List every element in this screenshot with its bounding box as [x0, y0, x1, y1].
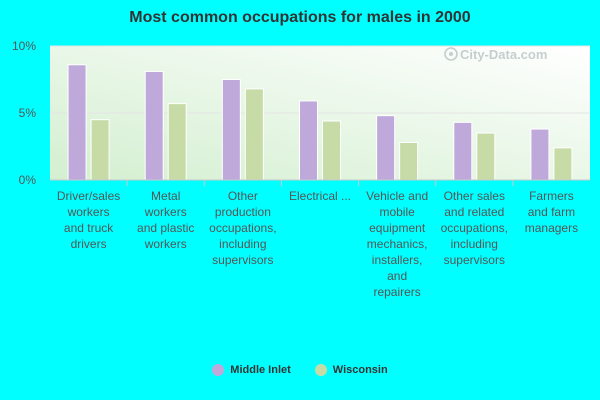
y-tick-label: 10%: [12, 39, 36, 53]
bar-wisconsin: [399, 141, 419, 181]
x-tick-label: Other production occupations, including supe…: [209, 189, 276, 267]
x-tick-label: Driver/sales workers and truck drivers: [57, 189, 120, 251]
bar-middle-inlet: [453, 121, 473, 181]
legend-item: Wisconsin: [314, 364, 388, 376]
bar-middle-inlet: [376, 115, 396, 181]
bar-middle-inlet: [67, 64, 87, 181]
x-tick-label: Electrical ...: [289, 189, 351, 203]
bar-middle-inlet: [299, 100, 318, 181]
bar-wisconsin: [476, 132, 496, 181]
x-tick-label: Metal workers and plastic workers: [137, 189, 194, 251]
legend-label: Wisconsin: [332, 364, 388, 376]
bar-middle-inlet: [144, 70, 164, 181]
bar-middle-inlet: [530, 128, 550, 181]
bar-wisconsin: [553, 147, 573, 181]
bar-middle-inlet: [221, 79, 241, 181]
legend-item: Middle Inlet: [212, 364, 291, 376]
legend: Middle Inlet Wisconsin: [0, 364, 600, 376]
legend-swatch: [212, 364, 225, 376]
legend-label: Middle Inlet: [230, 364, 291, 376]
watermark: City-Data.com: [444, 47, 547, 62]
svg-text:City-Data.com: City-Data.com: [460, 47, 547, 62]
bar-wisconsin: [322, 120, 341, 181]
legend-swatch: [314, 364, 327, 376]
x-tick-label: Other sales and related occupations, includ…: [441, 189, 508, 267]
x-tick-label: Farmers and farm managers: [525, 189, 578, 235]
y-tick-label: 5%: [19, 106, 37, 120]
x-tick-label: Vehicle and mobile equipment mechanics, inst…: [366, 189, 428, 299]
bar-wisconsin: [90, 119, 110, 181]
y-tick-label: 0%: [19, 173, 37, 187]
bar-wisconsin: [244, 88, 264, 181]
bar-wisconsin: [167, 103, 187, 181]
chart-title: Most common occupations for males in 200…: [129, 9, 471, 26]
